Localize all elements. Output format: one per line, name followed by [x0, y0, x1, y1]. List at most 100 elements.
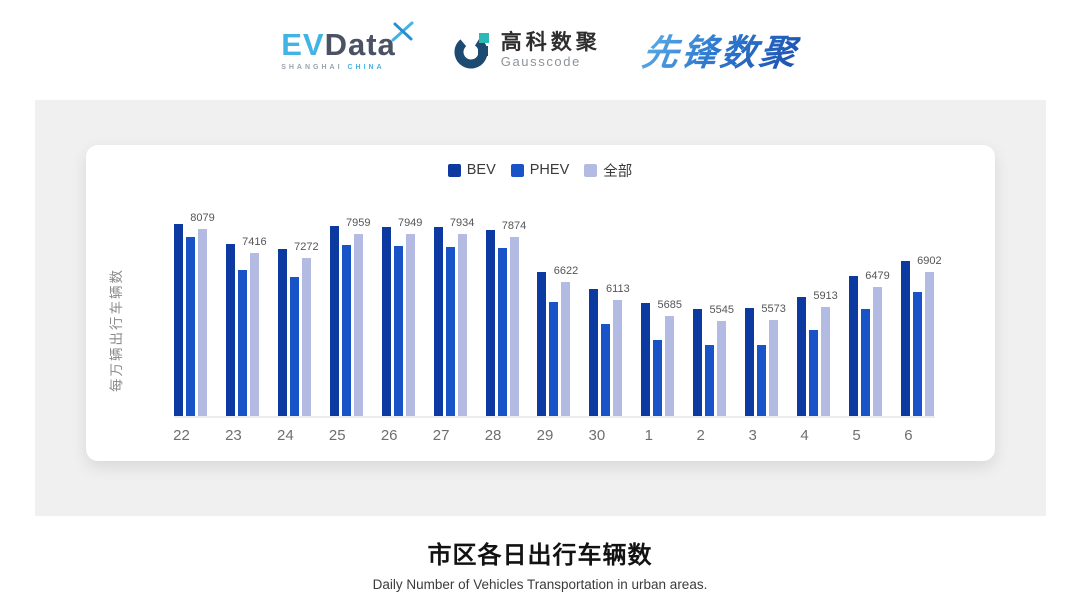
chart-card: BEV PHEV 全部 每万辆出行车辆数 8079 7416 7272 7959 7949 7… — [85, 145, 995, 461]
bar-phev-1[interactable] — [653, 340, 663, 416]
bar-全部-6[interactable] — [924, 271, 934, 416]
x-tick-4: 4 — [800, 427, 809, 444]
bar-bev-6[interactable] — [900, 260, 910, 416]
value-label-5: 6479 — [865, 269, 890, 282]
bar-bev-25[interactable] — [329, 225, 339, 416]
bar-group-26: 7949 — [381, 216, 422, 416]
legend-item-全部[interactable]: 全部 — [584, 160, 632, 181]
bar-全部-26[interactable] — [405, 233, 415, 416]
xianfeng-logo: 先锋数聚 — [639, 24, 802, 76]
bar-全部-25[interactable] — [353, 233, 363, 416]
bar-全部-5[interactable] — [872, 286, 882, 416]
value-label-26: 7949 — [397, 216, 423, 229]
bar-phev-2[interactable] — [705, 344, 715, 416]
chart-body: 每万辆出行车辆数 8079 7416 7272 7959 7949 7934 7874 662… — [86, 212, 995, 444]
bar-bev-3[interactable] — [745, 307, 755, 416]
legend-label: 全部 — [603, 163, 633, 180]
bar-phev-6[interactable] — [912, 291, 922, 416]
bar-phev-30[interactable] — [601, 324, 611, 416]
bar-全部-4[interactable] — [821, 307, 831, 416]
x-tick-5: 5 — [852, 427, 861, 444]
bar-bev-29[interactable] — [537, 271, 547, 416]
value-label-22: 8079 — [190, 212, 215, 225]
bar-全部-2[interactable] — [717, 320, 727, 416]
bar-bev-24[interactable] — [277, 248, 287, 416]
bar-group-25: 7959 — [329, 216, 371, 416]
bar-全部-29[interactable] — [561, 281, 571, 416]
bar-phev-3[interactable] — [757, 344, 767, 416]
bar-phev-25[interactable] — [341, 245, 351, 416]
bar-group-30: 6113 — [589, 216, 630, 416]
legend-item-phev[interactable]: PHEV — [510, 162, 570, 178]
legend-swatch — [584, 163, 598, 177]
legend-swatch — [510, 163, 524, 177]
value-label-25: 7959 — [346, 216, 371, 229]
bar-bev-28[interactable] — [485, 230, 495, 416]
header-logos: EVData SHANGHAI CHINA 高科数聚 Gausscode — [0, 0, 1080, 100]
bar-phev-23[interactable] — [237, 269, 247, 416]
value-label-3: 5573 — [761, 302, 786, 315]
value-label-24: 7272 — [294, 241, 319, 254]
x-tick-29: 29 — [536, 427, 554, 444]
x-tick-3: 3 — [748, 427, 757, 444]
legend-item-bev[interactable]: BEV — [447, 162, 496, 178]
bar-全部-24[interactable] — [301, 258, 311, 416]
bar-phev-24[interactable] — [289, 277, 299, 416]
bar-bev-1[interactable] — [641, 302, 651, 416]
page: EVData SHANGHAI CHINA 高科数聚 Gausscode — [0, 0, 1080, 592]
bar-phev-4[interactable] — [809, 329, 819, 416]
x-tick-25: 25 — [328, 427, 346, 444]
bar-全部-27[interactable] — [457, 234, 467, 416]
legend-label: PHEV — [529, 162, 570, 178]
chart-subtitle: Daily Number of Vehicles Transportation … — [372, 577, 708, 592]
bar-bev-2[interactable] — [693, 309, 703, 416]
value-label-30: 6113 — [606, 283, 630, 296]
gausscode-en-text: Gausscode — [500, 54, 581, 70]
bar-group-2: 5545 — [693, 216, 734, 416]
bar-bev-4[interactable] — [797, 297, 807, 416]
bar-phev-27[interactable] — [445, 246, 455, 416]
bar-全部-23[interactable] — [249, 253, 259, 416]
evdata-subtitle: SHANGHAI CHINA — [281, 64, 385, 71]
bar-全部-3[interactable] — [769, 319, 779, 416]
legend: BEV PHEV 全部 — [86, 160, 995, 180]
evdata-x-icon — [391, 21, 414, 42]
xianfeng-text: 先锋数聚 — [639, 32, 802, 73]
bar-全部-30[interactable] — [613, 300, 623, 416]
bar-bev-23[interactable] — [225, 243, 235, 416]
value-label-2: 5545 — [709, 303, 734, 316]
plot-wrap: 8079 7416 7272 7959 7949 7934 7874 6622 6113 5685… — [144, 212, 995, 444]
bar-phev-22[interactable] — [186, 237, 195, 416]
evdata-ev-text: EV — [281, 27, 325, 62]
legend-label: BEV — [466, 162, 496, 178]
evdata-data-text: Data — [324, 27, 396, 62]
bar-phev-29[interactable] — [549, 302, 559, 416]
bar-全部-1[interactable] — [665, 315, 675, 416]
value-label-4: 5913 — [813, 290, 838, 303]
bar-bev-30[interactable] — [589, 289, 599, 416]
value-label-29: 6622 — [553, 264, 579, 277]
bar-phev-26[interactable] — [393, 245, 403, 416]
x-tick-26: 26 — [380, 427, 398, 444]
x-tick-27: 27 — [432, 427, 450, 444]
gausscode-g-icon — [454, 33, 489, 69]
bar-bev-22[interactable] — [174, 224, 183, 416]
bar-bev-27[interactable] — [433, 227, 443, 416]
bar-全部-22[interactable] — [198, 229, 207, 416]
bar-bev-5[interactable] — [848, 276, 858, 416]
value-label-28: 7874 — [501, 219, 527, 232]
bar-group-24: 7272 — [277, 216, 319, 416]
evdata-logo: EVData SHANGHAI CHINA — [281, 21, 414, 71]
bar-phev-28[interactable] — [497, 247, 507, 416]
bar-group-27: 7934 — [433, 216, 474, 416]
bar-group-29: 6622 — [537, 216, 578, 416]
bar-group-1: 5685 — [641, 216, 682, 416]
bar-phev-5[interactable] — [860, 308, 870, 416]
gausscode-logo: 高科数聚 Gausscode — [454, 31, 601, 69]
gausscode-cn-text: 高科数聚 — [500, 30, 601, 54]
bar-group-22: 8079 — [174, 212, 215, 416]
x-tick-6: 6 — [904, 427, 913, 444]
bar-bev-26[interactable] — [381, 227, 391, 416]
bar-全部-28[interactable] — [509, 236, 519, 416]
bar-group-4: 5913 — [797, 216, 838, 416]
